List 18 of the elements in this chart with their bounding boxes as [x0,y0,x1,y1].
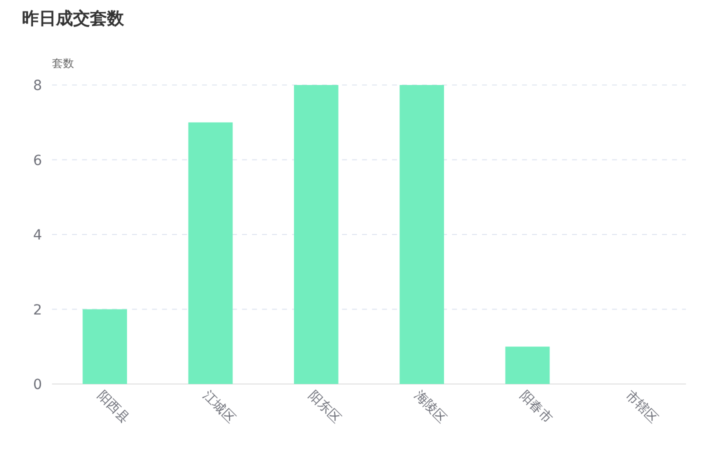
y-tick-label: 2 [33,302,42,318]
y-axis-title: 套数 [52,57,74,70]
x-tick-label: 阳东区 [305,388,344,426]
bar [400,85,444,384]
y-tick-label: 8 [33,78,42,94]
chart-title: 昨日成交套数 [22,9,125,29]
y-tick-label: 4 [33,228,42,244]
x-tick-label: 市辖区 [622,388,661,426]
x-tick-label: 阳西县 [94,388,132,426]
bar [82,309,128,384]
y-tick-label: 6 [33,152,42,169]
bar [505,346,550,384]
x-tick-label: 海陵区 [411,388,450,426]
bar [294,85,338,384]
x-tick-label: 阳春市 [516,388,555,426]
bar [188,122,233,384]
x-tick-label: 江城区 [200,388,238,426]
y-tick-label: 0 [33,377,42,393]
